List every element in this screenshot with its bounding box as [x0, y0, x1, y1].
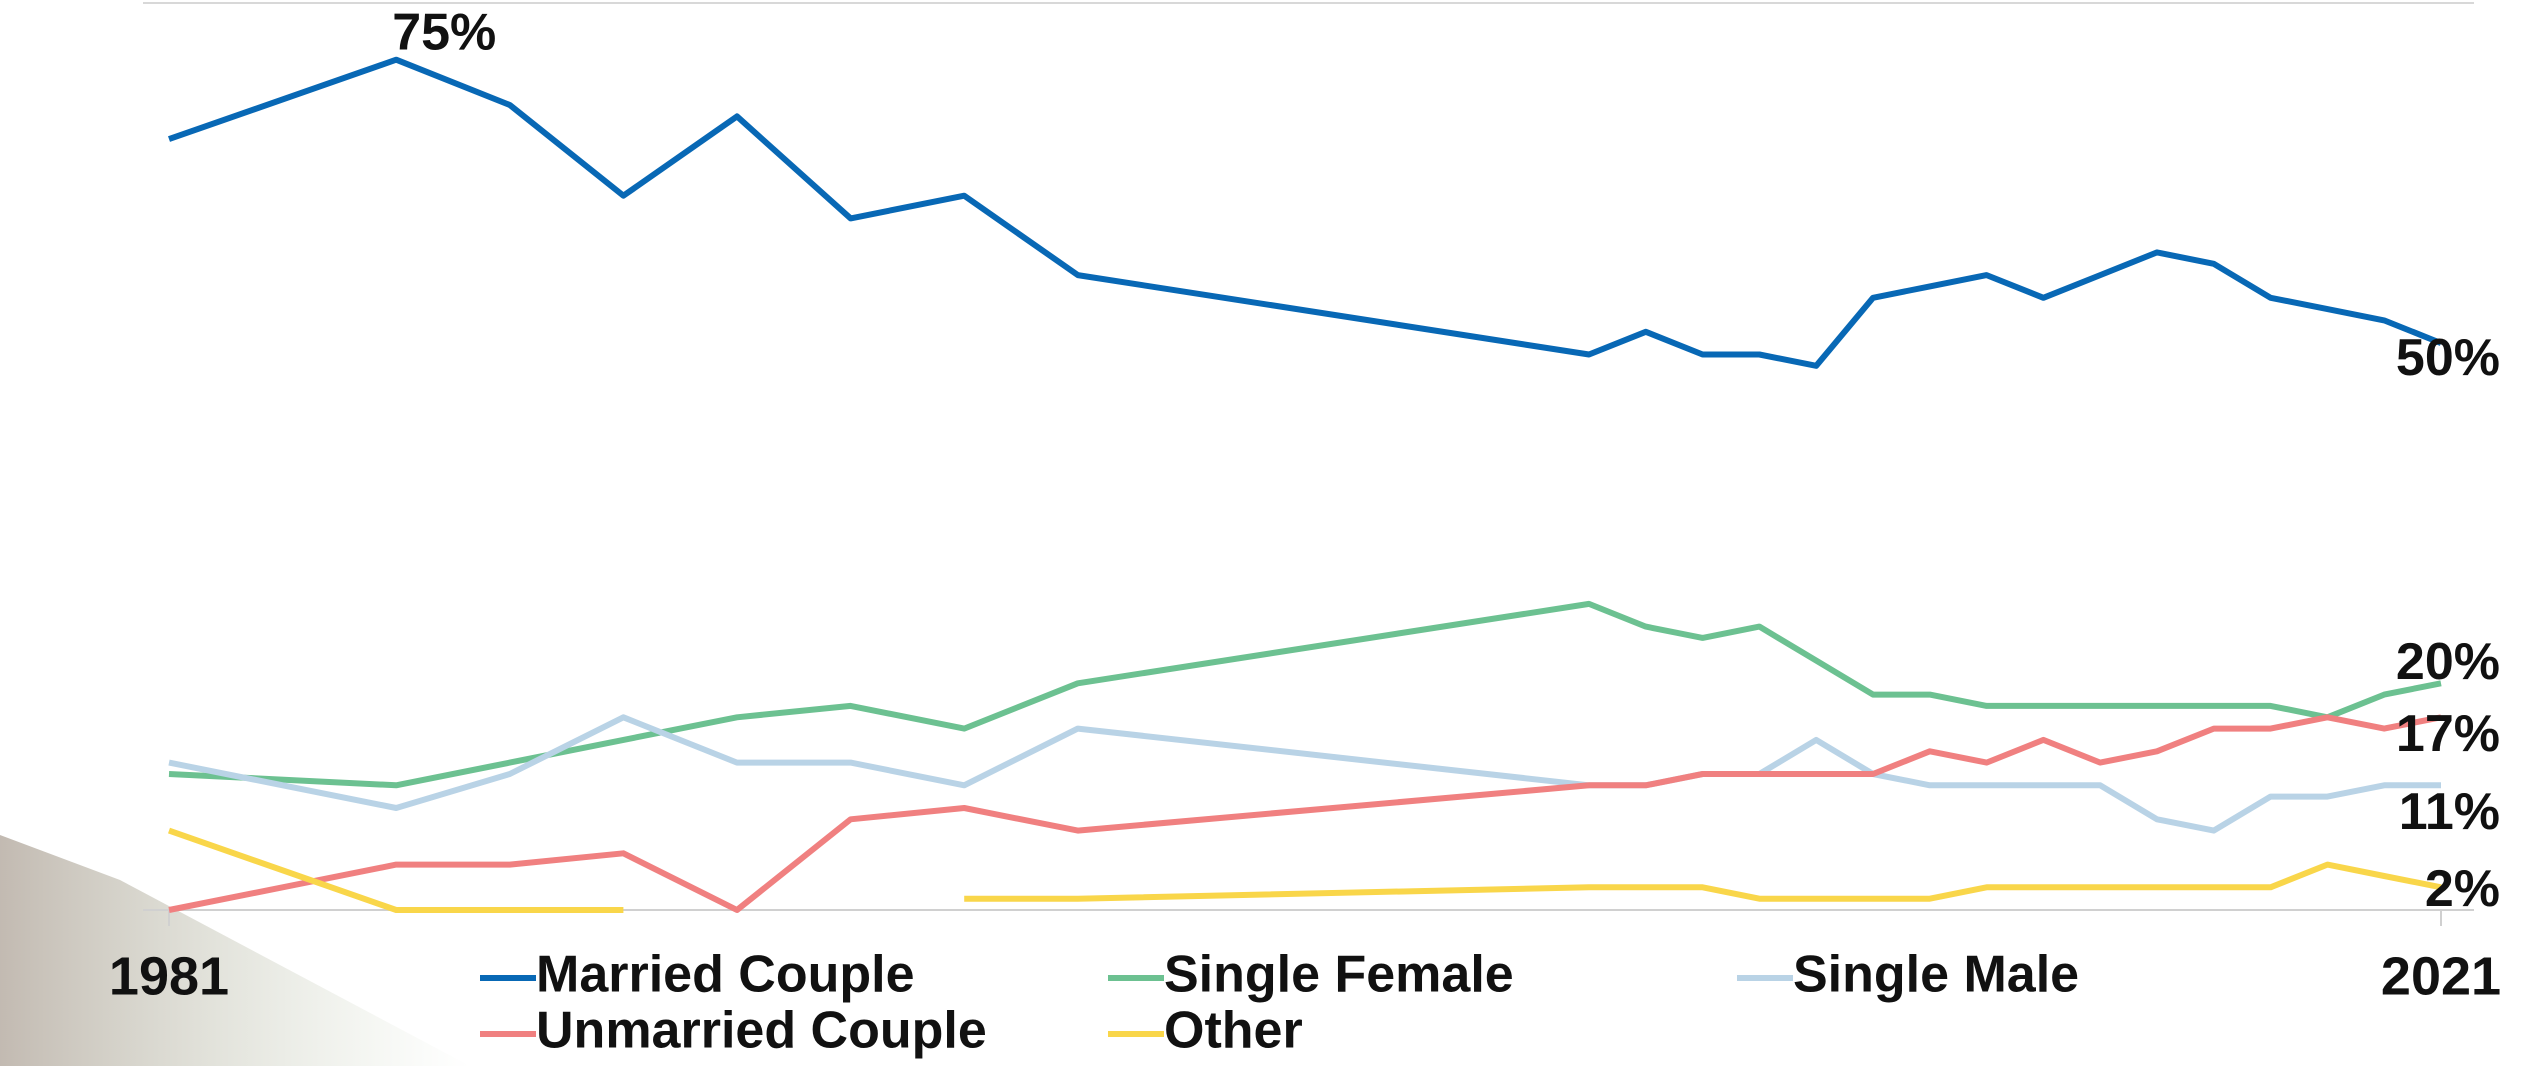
value-label: 2%: [2425, 860, 2500, 918]
legend-label: Married Couple: [536, 946, 915, 1004]
x-tick-label: 2021: [2381, 946, 2501, 1006]
plot: 1981 2021 75% 50% 20% 11% 17% 2% Married Couple S…: [109, 3, 2501, 1059]
series-line: [168, 600, 2442, 789]
series-line: [168, 714, 2442, 913]
value-label: 20%: [2396, 633, 2500, 691]
value-label: 17%: [2396, 705, 2500, 763]
legend-label: Unmarried Couple: [536, 1002, 987, 1060]
value-label: 75%: [392, 3, 496, 61]
value-label: 11%: [2399, 783, 2500, 841]
legend-label: Other: [1164, 1002, 1303, 1060]
series-line: [168, 56, 2443, 369]
series-line: [168, 827, 2442, 913]
background-photo: [0, 835, 470, 1066]
series-line: [168, 714, 2441, 834]
x-tick-label: 1981: [109, 946, 229, 1006]
value-label: 50%: [2396, 329, 2500, 387]
legend-label: Single Male: [1793, 946, 2079, 1004]
legend-label: Single Female: [1164, 946, 1514, 1004]
